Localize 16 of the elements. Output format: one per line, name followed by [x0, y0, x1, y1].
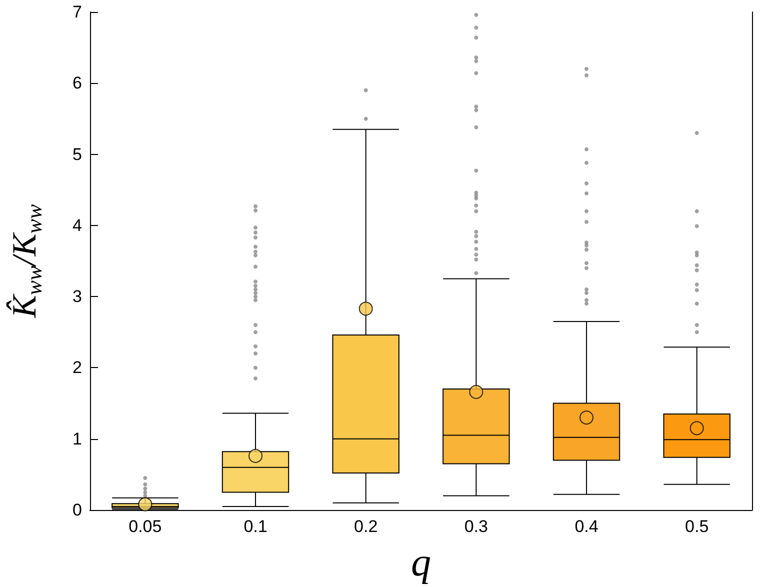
x-tick-label: 0.4 — [574, 517, 598, 536]
x-tick-label: 0.5 — [685, 517, 709, 536]
x-axis-title: q — [411, 540, 431, 584]
y-tick-label: 2 — [72, 358, 82, 378]
y-tick-label: 1 — [72, 429, 82, 448]
x-tick-label: 0.3 — [464, 517, 488, 536]
y-tick-label: 7 — [72, 2, 82, 22]
y-tick-label: 3 — [72, 287, 82, 306]
y-tick-label: 6 — [72, 74, 82, 93]
y-tick-label: 5 — [72, 144, 82, 164]
x-tick-label: 0.1 — [244, 517, 268, 536]
y-tick-label: 4 — [72, 216, 82, 235]
y-axis-title: K̂ww/Kww — [6, 204, 46, 319]
x-tick-label: 0.2 — [354, 517, 378, 536]
y-tick-label: 0 — [72, 500, 82, 520]
x-tick-label: 0.05 — [128, 517, 162, 536]
